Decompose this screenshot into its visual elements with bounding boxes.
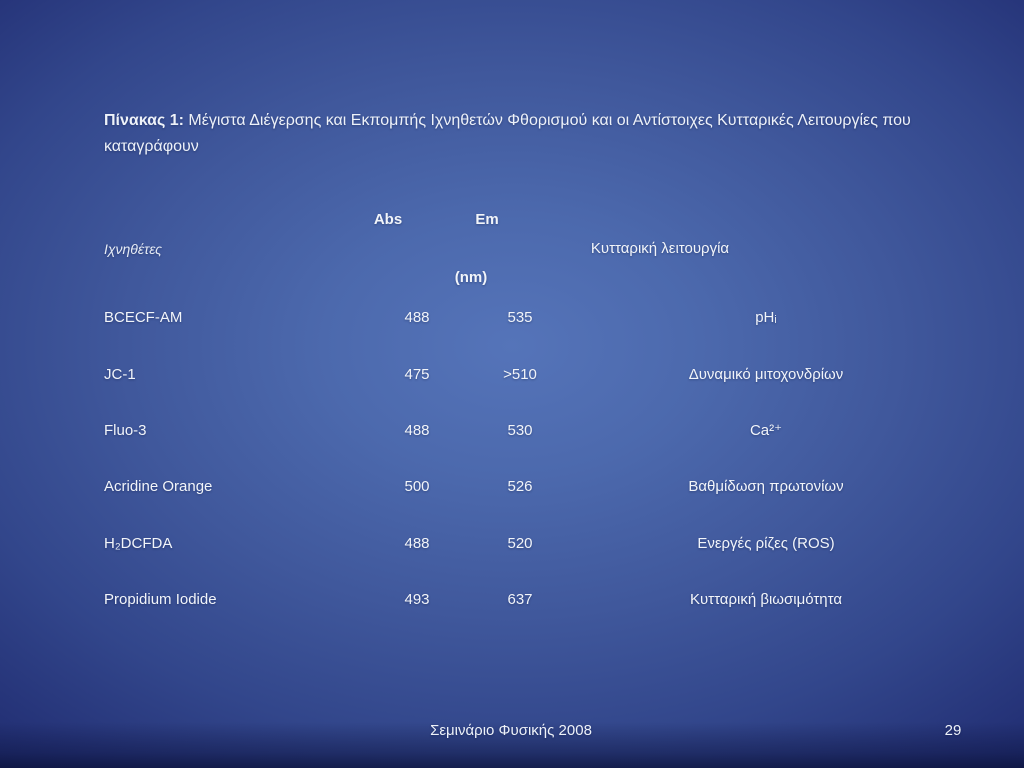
tracer-name-cell: JC-1 bbox=[104, 366, 136, 383]
em-value-cell: 526 bbox=[507, 478, 533, 495]
slide-page-number: 29 bbox=[944, 722, 962, 739]
abs-value-cell: 475 bbox=[404, 366, 430, 383]
abs-value-cell: 493 bbox=[404, 591, 430, 608]
abs-value-cell: 488 bbox=[404, 535, 430, 552]
column-header-cell-function: Κυτταρική λειτουργία bbox=[590, 240, 730, 257]
column-header-em: Em bbox=[475, 211, 499, 228]
table-row: JC-1 475 >510 Δυναμικό μιτοχονδρίων bbox=[0, 366, 1024, 386]
cell-function-cell: pHᵢ bbox=[755, 309, 777, 326]
tracer-name-cell: Acridine Orange bbox=[104, 478, 213, 495]
tracer-name-cell: Propidium Iodide bbox=[104, 591, 217, 608]
table-row: H₂DCFDA 488 520 Ενεργές ρίζες (ROS) bbox=[0, 535, 1024, 555]
abs-value-cell: 488 bbox=[404, 309, 430, 326]
table-row: Fluo-3 488 530 Ca²⁺ bbox=[0, 422, 1024, 442]
table-row: Acridine Orange 500 526 Βαθμίδωση πρωτον… bbox=[0, 478, 1024, 498]
table-caption-label: Πίνακας 1: bbox=[104, 112, 184, 129]
column-header-abs: Abs bbox=[373, 211, 403, 228]
abs-value-cell: 500 bbox=[404, 478, 430, 495]
column-header-unit-nm: (nm) bbox=[454, 269, 488, 286]
slide-title: Πίνακας 1: Μέγιστα Διέγερσης και Εκπομπή… bbox=[104, 108, 914, 160]
em-value-cell: 637 bbox=[507, 591, 533, 608]
tracer-name-cell: Fluo-3 bbox=[104, 422, 147, 439]
tracer-name-cell: BCECF-AM bbox=[104, 309, 183, 326]
em-value-cell: 535 bbox=[507, 309, 533, 326]
cell-function-cell: Βαθμίδωση πρωτονίων bbox=[688, 478, 844, 495]
column-header-tracers: Ιχνηθέτες bbox=[104, 241, 162, 257]
em-value-cell: >510 bbox=[503, 366, 537, 383]
cell-function-cell: Δυναμικό μιτοχονδρίων bbox=[688, 366, 844, 383]
cell-function-cell: Ενεργές ρίζες (ROS) bbox=[697, 535, 835, 552]
cell-function-cell: Ca²⁺ bbox=[749, 422, 783, 439]
table-row: Propidium Iodide 493 637 Κυτταρική βιωσι… bbox=[0, 591, 1024, 611]
footer-seminar-label: Σεμινάριο Φυσικής 2008 bbox=[430, 722, 592, 739]
em-value-cell: 530 bbox=[507, 422, 533, 439]
table-caption-text: Μέγιστα Διέγερσης και Εκπομπής Ιχνηθετών… bbox=[104, 112, 911, 155]
table-row: BCECF-AM 488 535 pHᵢ bbox=[0, 309, 1024, 329]
abs-value-cell: 488 bbox=[404, 422, 430, 439]
cell-function-cell: Κυτταρική βιωσιμότητα bbox=[689, 591, 843, 608]
tracer-name-cell: H₂DCFDA bbox=[104, 535, 173, 552]
em-value-cell: 520 bbox=[507, 535, 533, 552]
